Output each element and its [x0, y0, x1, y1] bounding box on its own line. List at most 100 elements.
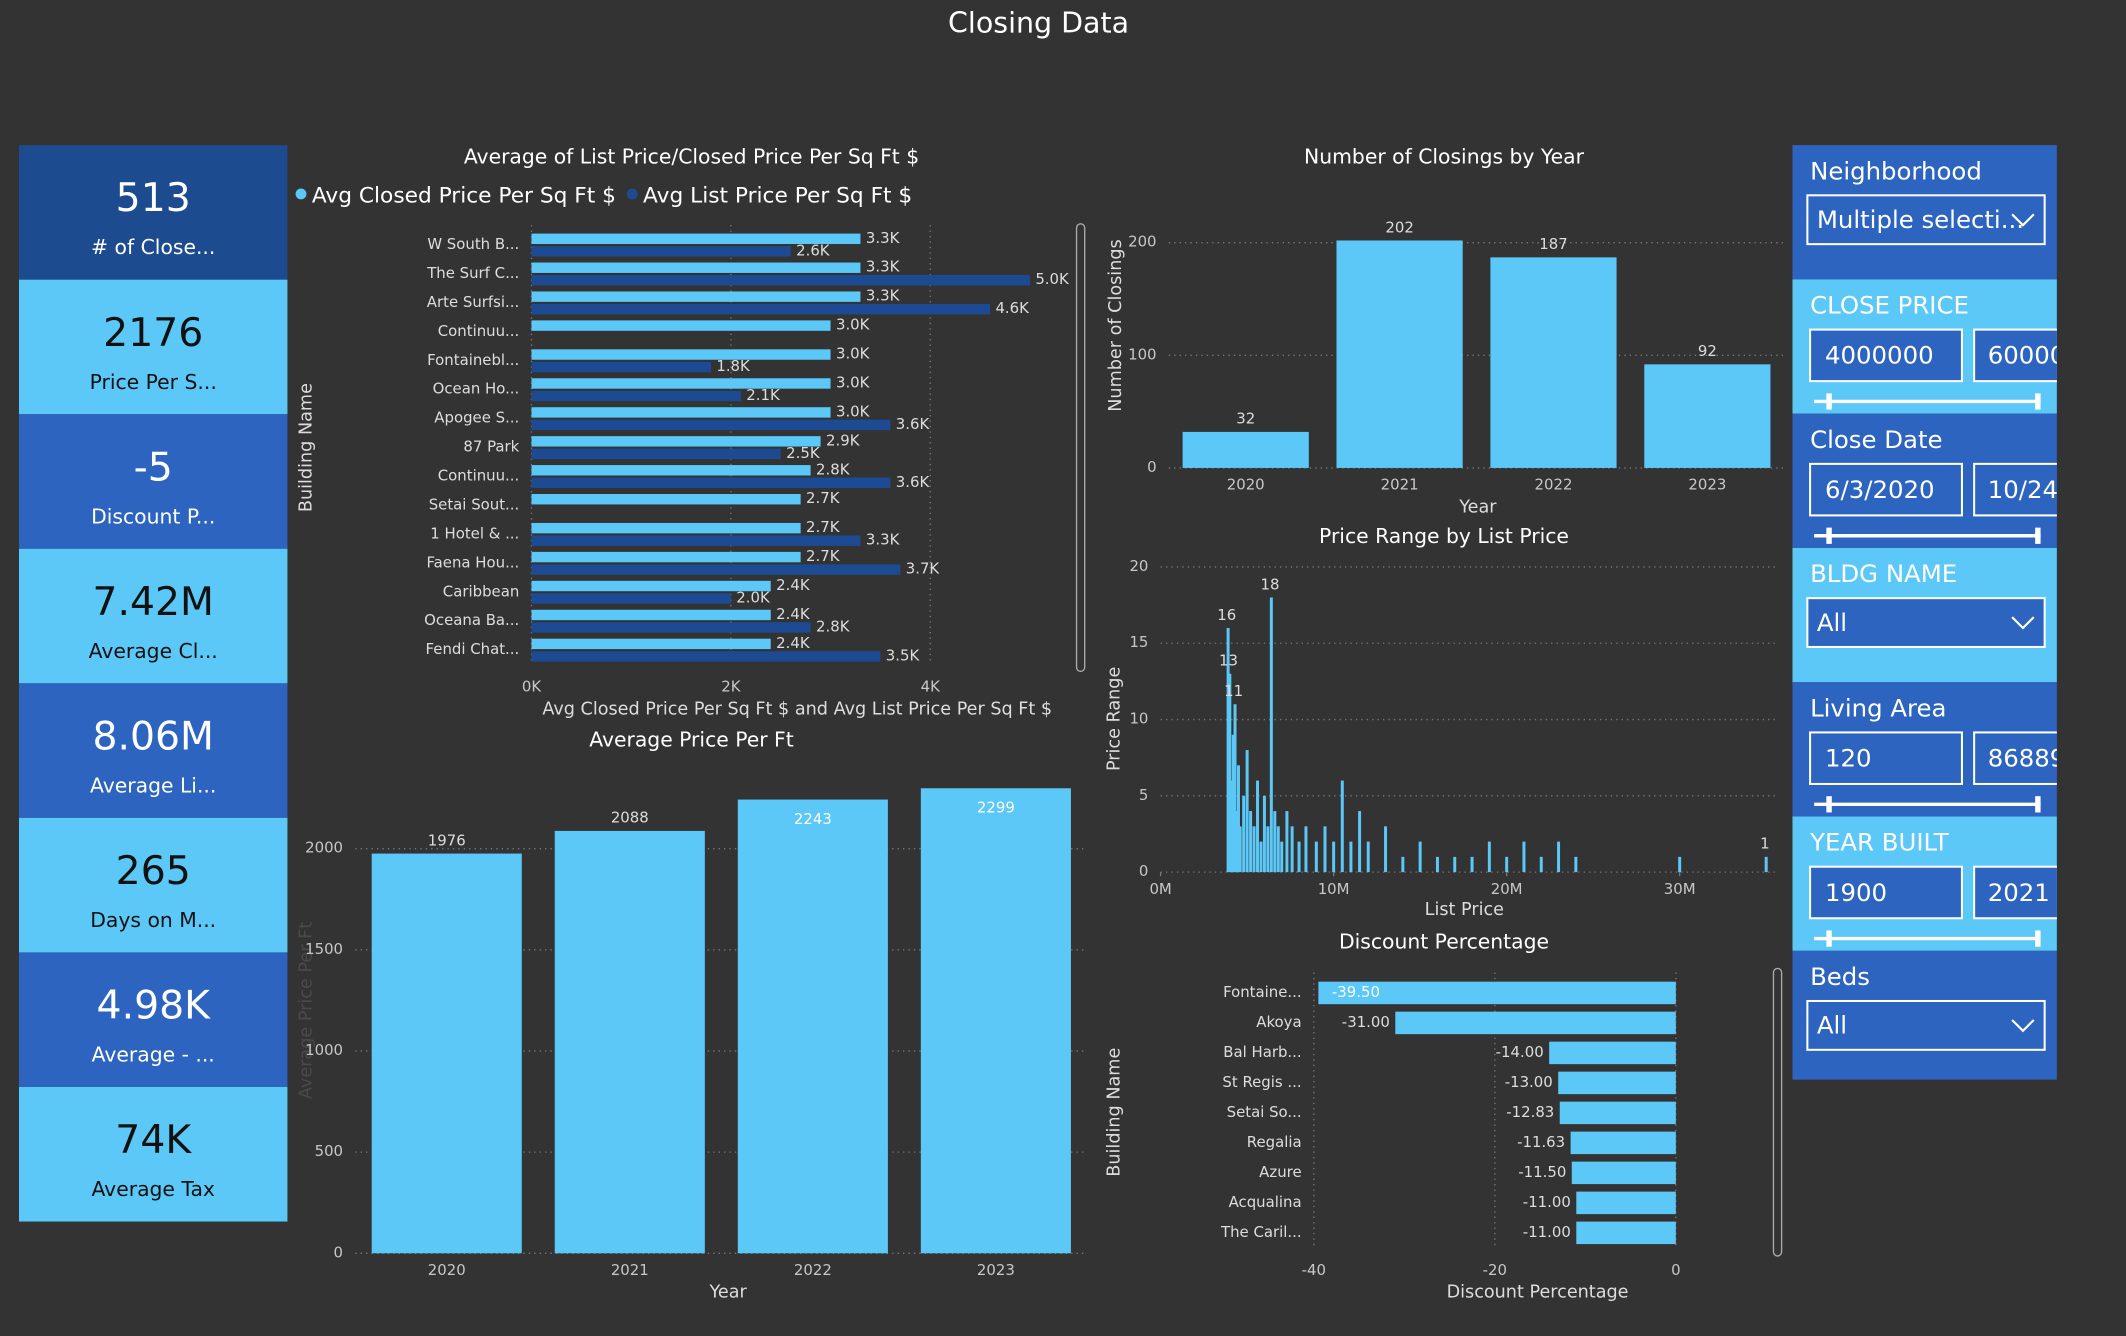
y-tick-label: 2000: [305, 839, 343, 857]
x-tick-label: 0M: [1149, 880, 1171, 898]
bar: [531, 233, 861, 245]
range-min[interactable]: 4000000: [1825, 341, 1934, 370]
dropdown[interactable]: [1806, 194, 2046, 246]
bar: [531, 593, 731, 604]
bar: [1236, 765, 1240, 873]
range-handle[interactable]: [1826, 796, 1832, 813]
dropdown-chevron[interactable]: [2011, 213, 2035, 227]
range-max[interactable]: 10/24: [1988, 475, 2058, 504]
chart-title: Average of List Price/Closed Price Per S…: [464, 144, 919, 168]
x-tick-label: 0: [1671, 1261, 1680, 1279]
range-handle[interactable]: [2035, 527, 2041, 544]
kpi-card: [18, 279, 288, 415]
x-axis-label: Avg Closed Price Per Sq Ft $ and Avg Lis…: [542, 699, 1052, 719]
dropdown-chevron[interactable]: [2011, 1019, 2035, 1033]
data-label: 2.7K: [806, 547, 841, 565]
range-min[interactable]: 1900: [1825, 878, 1887, 907]
range-handle[interactable]: [1826, 527, 1832, 544]
range-input[interactable]: [1809, 328, 1963, 383]
kpi-value: 513: [116, 176, 191, 221]
bar: [1366, 841, 1370, 873]
data-label: -12.83: [1506, 1103, 1554, 1121]
range-max[interactable]: 60000: [1988, 341, 2066, 370]
y-axis-label: Building Name: [296, 383, 316, 512]
bar: [1266, 826, 1270, 873]
kpi-label: Average - ...: [92, 1043, 215, 1067]
data-label: -11.00: [1523, 1193, 1571, 1211]
bar: [531, 477, 891, 488]
range-input[interactable]: [1809, 462, 1963, 517]
range-input[interactable]: [1973, 462, 2069, 517]
slicer-title: Living Area: [1810, 693, 1946, 722]
bar: [531, 622, 811, 633]
range-handle[interactable]: [1826, 393, 1832, 410]
data-label: 2.8K: [816, 460, 851, 478]
bar: [1314, 841, 1318, 873]
y-tick-label: 1500: [305, 940, 343, 958]
kpi-label: Average Cl...: [89, 639, 218, 663]
range-input[interactable]: [1973, 731, 2069, 785]
range-handle[interactable]: [2035, 796, 2041, 813]
bar: [1273, 811, 1277, 873]
x-tick-label: 10M: [1318, 880, 1350, 898]
bar: [531, 609, 771, 621]
bar: [1384, 826, 1388, 873]
y-axis-label: Building Name: [1105, 1048, 1125, 1177]
y-tick-label: Setai Sout...: [429, 495, 520, 513]
bar: [1280, 841, 1284, 873]
data-label: 3.0K: [836, 316, 871, 334]
y-tick-label: Arte Surfsi...: [427, 293, 519, 311]
range-handle[interactable]: [2035, 393, 2041, 410]
y-tick-label: Apogee S...: [434, 409, 519, 427]
scrollbar[interactable]: [1075, 223, 1086, 673]
slicer-panel: Neighborhood Multiple selecti... CLOSE PRI…: [1792, 145, 2069, 1080]
range-max[interactable]: 2021: [1988, 878, 2050, 907]
bar: [1238, 826, 1242, 873]
y-tick-label: 200: [1128, 233, 1156, 251]
dropdown-value[interactable]: Multiple selecti...: [1817, 205, 2024, 234]
range-input[interactable]: [1973, 865, 2069, 920]
range-min[interactable]: 120: [1825, 744, 1872, 773]
data-label: 2.4K: [776, 576, 811, 594]
range-input[interactable]: [1809, 865, 1963, 920]
x-tick-label: 2020: [428, 1261, 466, 1279]
bar: [1453, 856, 1457, 873]
data-label: -11.50: [1518, 1163, 1566, 1181]
data-label: 3.0K: [836, 373, 871, 391]
bar: [1323, 826, 1327, 873]
kpi-label: Price Per S...: [90, 370, 217, 394]
y-tick-label: 20: [1129, 557, 1148, 575]
y-tick-label: Akoya: [1256, 1013, 1301, 1031]
dropdown[interactable]: [1806, 597, 2046, 648]
y-tick-label: 0: [1147, 458, 1156, 476]
dropdown[interactable]: [1806, 999, 2046, 1051]
chart-title: Discount Percentage: [1339, 930, 1549, 954]
x-tick-label: 2021: [611, 1261, 649, 1279]
dropdown-value[interactable]: All: [1817, 608, 1847, 637]
bar: [1276, 826, 1280, 873]
slicer-title: CLOSE PRICE: [1810, 291, 1969, 320]
bar: [531, 419, 891, 431]
y-tick-label: Setai So...: [1227, 1103, 1302, 1121]
range-handle[interactable]: [2035, 930, 2041, 947]
page-title: Closing Data: [948, 6, 1129, 39]
range-max[interactable]: 86889: [1988, 744, 2066, 773]
kpi-value: 2176: [103, 311, 203, 356]
range-handle[interactable]: [1826, 930, 1832, 947]
x-tick-label: 4K: [921, 678, 941, 696]
data-label: -31.00: [1342, 1013, 1390, 1031]
kpi-card: [18, 1086, 288, 1222]
bar: [531, 580, 771, 592]
bar: [371, 853, 522, 1254]
y-tick-label: 10: [1129, 710, 1148, 728]
dropdown-value[interactable]: All: [1817, 1011, 1847, 1040]
dropdown-chevron[interactable]: [2011, 616, 2035, 630]
scrollbar[interactable]: [1772, 967, 1783, 1257]
range-input[interactable]: [1809, 731, 1963, 785]
y-tick-label: 0: [1139, 862, 1148, 880]
x-tick-label: -20: [1483, 1261, 1507, 1279]
kpi-value: 265: [116, 849, 191, 894]
range-min[interactable]: 6/3/2020: [1825, 475, 1935, 504]
range-input[interactable]: [1973, 328, 2069, 383]
bar: [1559, 1101, 1676, 1125]
